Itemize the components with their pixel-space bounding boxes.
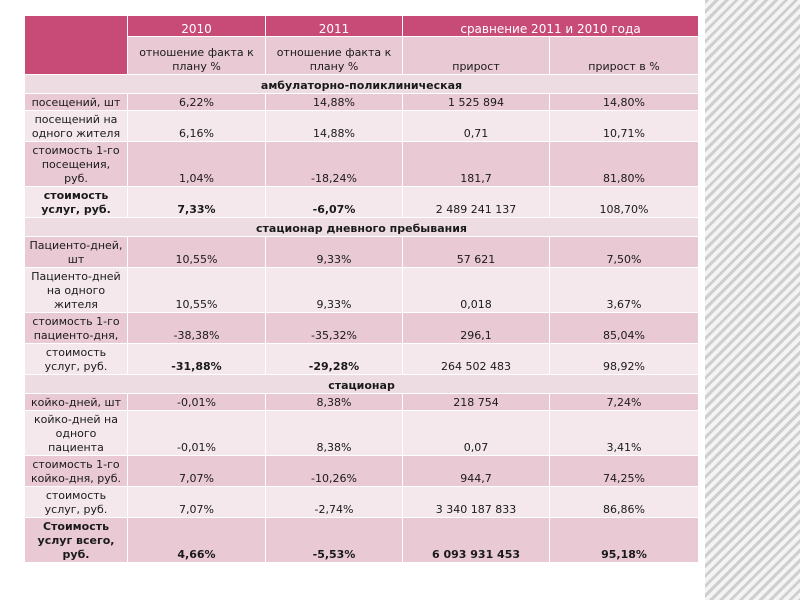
header-ratio-2011: отношение факта к плану %: [265, 36, 403, 75]
header-ratio-2010: отношение факта к плану %: [127, 36, 266, 75]
header-growth: прирост: [402, 36, 550, 75]
cell-2011: -29,28%: [265, 343, 403, 375]
total-2010: 4,66%: [127, 517, 266, 563]
row-label: стоимость услуг, руб.: [24, 186, 128, 218]
table-row: койко-дней на одного пациента -0,01% 8,3…: [24, 410, 700, 456]
cell-growth-pct: 86,86%: [548, 486, 700, 518]
cell-growth-pct: 10,71%: [548, 110, 700, 142]
cell-growth: 1 525 894: [402, 93, 550, 111]
cell-growth-pct: 108,70%: [548, 186, 700, 218]
section-row: стационар дневного пребывания: [23, 217, 700, 237]
table-row: Пациенто-дней, шт 10,55% 9,33% 57 621 7,…: [24, 236, 700, 268]
row-label: Пациенто-дней, шт: [24, 236, 128, 268]
total-2011: -5,53%: [265, 517, 403, 563]
header-2010: 2010: [127, 15, 266, 37]
section-row: стационар: [23, 374, 700, 394]
cell-growth: 0,71: [402, 110, 550, 142]
total-label: Стоимость услуг всего, руб.: [24, 517, 128, 563]
table-row: койко-дней, шт -0,01% 8,38% 218 754 7,24…: [24, 393, 700, 411]
comparison-table: 2010 2011 сравнение 2011 и 2010 года отн…: [23, 15, 700, 563]
cell-2011: 9,33%: [265, 267, 403, 313]
row-label: стоимость 1-го пациенто-дня,: [24, 312, 128, 344]
cell-growth: 0,07: [402, 410, 550, 456]
cell-growth-pct: 14,80%: [548, 93, 700, 111]
cell-2011: 14,88%: [265, 93, 403, 111]
header-corner: [24, 15, 128, 75]
row-label: стоимость услуг, руб.: [24, 486, 128, 518]
cell-2011: 8,38%: [265, 410, 403, 456]
cell-2011: -18,24%: [265, 141, 403, 187]
cell-2010: -38,38%: [127, 312, 266, 344]
cell-2010: 10,55%: [127, 236, 266, 268]
table-row: стоимость 1-го койко-дня, руб. 7,07% -10…: [24, 455, 700, 487]
table-row: стоимость услуг, руб. 7,07% -2,74% 3 340…: [24, 486, 700, 518]
cell-2010: -31,88%: [127, 343, 266, 375]
cell-2010: -0,01%: [127, 393, 266, 411]
cell-growth-pct: 74,25%: [548, 455, 700, 487]
section-title: стационар дневного пребывания: [23, 217, 700, 237]
decorative-stripes: [705, 0, 800, 600]
header-row-years: 2010 2011 сравнение 2011 и 2010 года: [24, 15, 700, 75]
cell-2010: 7,33%: [127, 186, 266, 218]
cell-growth-pct: 81,80%: [548, 141, 700, 187]
table-row: посещений, шт 6,22% 14,88% 1 525 894 14,…: [24, 93, 700, 111]
cell-2011: -35,32%: [265, 312, 403, 344]
header-growth-pct: прирост в %: [548, 36, 700, 75]
row-label: стоимость 1-го посещения, руб.: [24, 141, 128, 187]
cell-growth: 218 754: [402, 393, 550, 411]
cell-growth: 296,1: [402, 312, 550, 344]
cell-growth: 0,018: [402, 267, 550, 313]
header-comparison: сравнение 2011 и 2010 года: [401, 15, 700, 37]
row-label: стоимость 1-го койко-дня, руб.: [24, 455, 128, 487]
cell-growth: 944,7: [402, 455, 550, 487]
total-row: Стоимость услуг всего, руб. 4,66% -5,53%…: [24, 517, 700, 563]
row-label: посещений на одного жителя: [24, 110, 128, 142]
row-label: Пациенто-дней на одного жителя: [24, 267, 128, 313]
header-row-metrics: отношение факта к плану % отношение факт…: [25, 36, 700, 75]
cell-2011: -10,26%: [265, 455, 403, 487]
section-title: стационар: [23, 374, 700, 394]
cell-growth-pct: 7,24%: [548, 393, 700, 411]
cell-growth: 181,7: [402, 141, 550, 187]
table-row: стоимость услуг, руб. -31,88% -29,28% 26…: [24, 343, 700, 375]
table-row: стоимость 1-го пациенто-дня, -38,38% -35…: [24, 312, 700, 344]
row-label: койко-дней, шт: [24, 393, 128, 411]
table-row: посещений на одного жителя 6,16% 14,88% …: [24, 110, 700, 142]
cell-2010: 6,16%: [127, 110, 266, 142]
section-row: амбулаторно-поликлиническая: [23, 74, 700, 94]
cell-growth: 57 621: [402, 236, 550, 268]
cell-growth: 3 340 187 833: [402, 486, 550, 518]
cell-growth-pct: 3,41%: [548, 410, 700, 456]
cell-2011: 9,33%: [265, 236, 403, 268]
total-growth: 6 093 931 453: [402, 517, 550, 563]
cell-2010: -0,01%: [127, 410, 266, 456]
table-row: стоимость услуг, руб. 7,33% -6,07% 2 489…: [24, 186, 700, 218]
cell-growth-pct: 3,67%: [548, 267, 700, 313]
section-title: амбулаторно-поликлиническая: [23, 74, 700, 94]
row-label: стоимость услуг, руб.: [24, 343, 128, 375]
cell-2010: 10,55%: [127, 267, 266, 313]
cell-growth: 2 489 241 137: [402, 186, 550, 218]
cell-growth: 264 502 483: [402, 343, 550, 375]
table-row: стоимость 1-го посещения, руб. 1,04% -18…: [24, 141, 700, 187]
cell-2010: 6,22%: [127, 93, 266, 111]
cell-2011: -2,74%: [265, 486, 403, 518]
cell-growth-pct: 7,50%: [548, 236, 700, 268]
cell-2011: -6,07%: [265, 186, 403, 218]
cell-growth-pct: 85,04%: [548, 312, 700, 344]
row-label: койко-дней на одного пациента: [24, 410, 128, 456]
total-growth-pct: 95,18%: [548, 517, 700, 563]
cell-2010: 7,07%: [127, 486, 266, 518]
cell-2011: 14,88%: [265, 110, 403, 142]
cell-2010: 7,07%: [127, 455, 266, 487]
cell-growth-pct: 98,92%: [548, 343, 700, 375]
table-row: Пациенто-дней на одного жителя 10,55% 9,…: [24, 267, 700, 313]
row-label: посещений, шт: [24, 93, 128, 111]
cell-2011: 8,38%: [265, 393, 403, 411]
cell-2010: 1,04%: [127, 141, 266, 187]
header-2011: 2011: [265, 15, 403, 37]
